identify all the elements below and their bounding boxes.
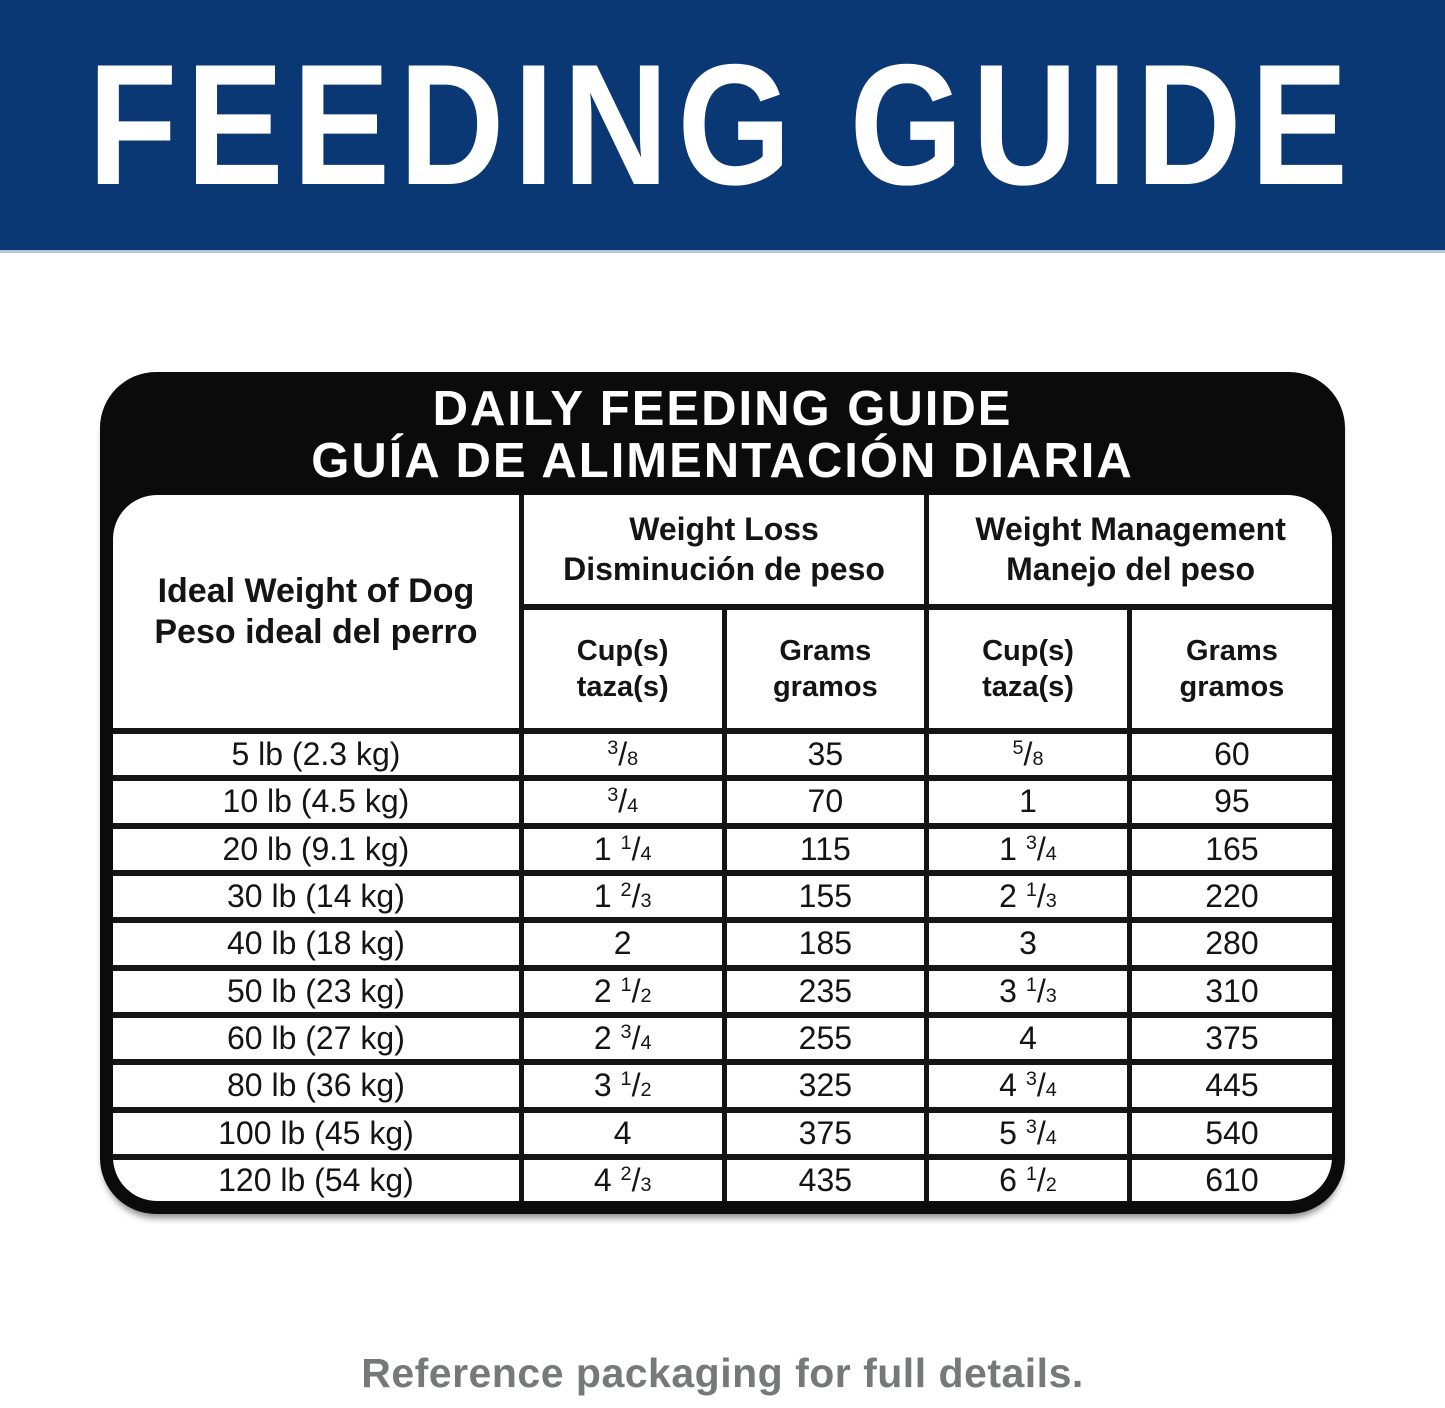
table-row: 100 lb (45 kg) 4 375 5 3/4 540 <box>113 1106 1332 1160</box>
table-row: 20 lb (9.1 kg) 1 1/4 115 1 3/4 165 <box>113 822 1332 877</box>
header-group-row: Ideal Weight of Dog Peso ideal del perro… <box>113 495 1332 734</box>
table-row: 40 lb (18 kg) 2 185 3 280 <box>113 917 1332 971</box>
weight-management-cups-cell: 1 <box>924 775 1132 829</box>
weight-management-grams-cell: 610 <box>1126 1153 1332 1201</box>
ideal-weight-cell: 20 lb (9.1 kg) <box>113 822 524 877</box>
weight-management-grams-cell: 540 <box>1126 1106 1332 1160</box>
card-title-spanish: GUÍA DE ALIMENTACIÓN DIARIA <box>311 433 1134 488</box>
table-row: 10 lb (4.5 kg) 3/4 70 1 95 <box>113 775 1332 829</box>
col-group-weight-loss-spanish: Disminución de peso <box>563 550 885 587</box>
weight-management-cups-cell: 4 3/4 <box>924 1059 1132 1113</box>
weight-management-grams-cell: 310 <box>1126 964 1332 1018</box>
col-group-weight-management-english: Weight Management <box>975 511 1286 548</box>
col-group-weight-loss-english: Weight Loss <box>629 511 819 548</box>
weight-loss-grams-cell: 155 <box>721 869 930 924</box>
feeding-table: Ideal Weight of Dog Peso ideal del perro… <box>113 495 1332 1201</box>
weight-management-grams-cell: 165 <box>1126 822 1332 877</box>
col-group-weight-management-spanish: Manejo del peso <box>1006 550 1256 587</box>
weight-management-cups-cell: 5/8 <box>924 727 1132 782</box>
weight-loss-cups-cell: 2 1/2 <box>518 964 727 1018</box>
weight-loss-cups-cell: 4 2/3 <box>518 1153 727 1201</box>
weight-management-grams-cell: 445 <box>1126 1059 1332 1113</box>
subcol-weight-management-cups-spanish: taza(s) <box>982 671 1074 703</box>
weight-management-grams-cell: 95 <box>1126 775 1332 829</box>
footer-note: Reference packaging for full details. <box>361 1350 1084 1396</box>
table-row: 120 lb (54 kg) 4 2/3 435 6 1/2 610 <box>113 1153 1332 1201</box>
ideal-weight-cell: 100 lb (45 kg) <box>113 1106 524 1160</box>
col-group-weight-management: Weight Management Manejo del peso <box>924 495 1332 610</box>
ideal-weight-cell: 120 lb (54 kg) <box>113 1153 524 1201</box>
ideal-weight-cell: 80 lb (36 kg) <box>113 1059 524 1113</box>
table-row: 5 lb (2.3 kg) 3/8 35 5/8 60 <box>113 727 1332 782</box>
col-group-weight-loss: Weight Loss Disminución de peso <box>518 495 930 610</box>
weight-loss-cups-cell: 3 1/2 <box>518 1059 727 1113</box>
weight-management-cups-cell: 3 <box>924 917 1132 971</box>
weight-loss-grams-cell: 70 <box>721 775 930 829</box>
col-header-ideal-weight-english: Ideal Weight of Dog <box>157 571 475 610</box>
ideal-weight-cell: 30 lb (14 kg) <box>113 869 524 924</box>
weight-loss-cups-cell: 2 3/4 <box>518 1011 727 1066</box>
feeding-table-body: 5 lb (2.3 kg) 3/8 35 5/8 60 10 lb (4.5 kg) 3/4… <box>113 727 1332 1201</box>
page-title: FEEDING GUIDE <box>88 28 1357 221</box>
weight-management-grams-cell: 280 <box>1126 917 1332 971</box>
subcol-weight-loss-grams-spanish: gramos <box>772 671 878 703</box>
weight-loss-cups-cell: 2 <box>518 917 727 971</box>
weight-management-cups-cell: 1 3/4 <box>924 822 1132 877</box>
subcol-weight-management-grams: Grams gramos <box>1126 604 1332 734</box>
table-row: 50 lb (23 kg) 2 1/2 235 3 1/3 310 <box>113 964 1332 1018</box>
ideal-weight-cell: 40 lb (18 kg) <box>113 917 524 971</box>
ideal-weight-cell: 50 lb (23 kg) <box>113 964 524 1018</box>
weight-management-cups-cell: 5 3/4 <box>924 1106 1132 1160</box>
table-row: 60 lb (27 kg) 2 3/4 255 4 375 <box>113 1011 1332 1066</box>
subcol-weight-management-cups: Cup(s) taza(s) <box>924 604 1132 734</box>
weight-loss-cups-cell: 3/8 <box>518 727 727 782</box>
ideal-weight-cell: 5 lb (2.3 kg) <box>113 727 524 782</box>
card-title: DAILY FEEDING GUIDE GUÍA DE ALIMENTACIÓN… <box>100 372 1345 495</box>
feeding-table-container: Ideal Weight of Dog Peso ideal del perro… <box>113 495 1332 1201</box>
weight-loss-grams-cell: 435 <box>721 1153 930 1201</box>
weight-loss-grams-cell: 185 <box>721 917 930 971</box>
daily-feeding-guide-card: DAILY FEEDING GUIDE GUÍA DE ALIMENTACIÓN… <box>100 372 1345 1214</box>
header-sub-row: Cup(s) taza(s) Grams gramos Cup(s) taza(… <box>113 604 1332 734</box>
subcol-weight-loss-cups: Cup(s) taza(s) <box>518 604 727 734</box>
subcol-weight-management-grams-spanish: gramos <box>1179 671 1285 703</box>
weight-management-grams-cell: 60 <box>1126 727 1332 782</box>
weight-loss-grams-cell: 255 <box>721 1011 930 1066</box>
weight-loss-grams-cell: 375 <box>721 1106 930 1160</box>
col-header-ideal-weight: Ideal Weight of Dog Peso ideal del perro <box>113 495 524 734</box>
subcol-weight-management-cups-english: Cup(s) <box>982 634 1074 667</box>
weight-management-cups-cell: 6 1/2 <box>924 1153 1132 1201</box>
table-row: 80 lb (36 kg) 3 1/2 325 4 3/4 445 <box>113 1059 1332 1113</box>
subcol-weight-loss-cups-spanish: taza(s) <box>576 671 669 703</box>
ideal-weight-cell: 60 lb (27 kg) <box>113 1011 524 1066</box>
feeding-guide-banner: FEEDING GUIDE <box>0 0 1445 253</box>
weight-loss-cups-cell: 1 2/3 <box>518 869 727 924</box>
weight-management-cups-cell: 2 1/3 <box>924 869 1132 924</box>
subcol-weight-loss-cups-english: Cup(s) <box>576 634 669 667</box>
subcol-weight-management-grams-english: Grams <box>1185 634 1278 667</box>
weight-loss-grams-cell: 325 <box>721 1059 930 1113</box>
weight-management-grams-cell: 375 <box>1126 1011 1332 1066</box>
weight-management-grams-cell: 220 <box>1126 869 1332 924</box>
weight-loss-cups-cell: 1 1/4 <box>518 822 727 877</box>
subcol-weight-loss-grams-english: Grams <box>779 634 872 667</box>
weight-loss-grams-cell: 235 <box>721 964 930 1018</box>
col-header-ideal-weight-spanish: Peso ideal del perro <box>154 612 478 651</box>
weight-loss-grams-cell: 35 <box>721 727 930 782</box>
card-title-english: DAILY FEEDING GUIDE <box>432 382 1013 437</box>
weight-loss-cups-cell: 4 <box>518 1106 727 1160</box>
weight-management-cups-cell: 3 1/3 <box>924 964 1132 1018</box>
ideal-weight-cell: 10 lb (4.5 kg) <box>113 775 524 829</box>
weight-loss-grams-cell: 115 <box>721 822 930 877</box>
weight-loss-cups-cell: 3/4 <box>518 775 727 829</box>
weight-management-cups-cell: 4 <box>924 1011 1132 1066</box>
table-row: 30 lb (14 kg) 1 2/3 155 2 1/3 220 <box>113 869 1332 924</box>
subcol-weight-loss-grams: Grams gramos <box>721 604 930 734</box>
